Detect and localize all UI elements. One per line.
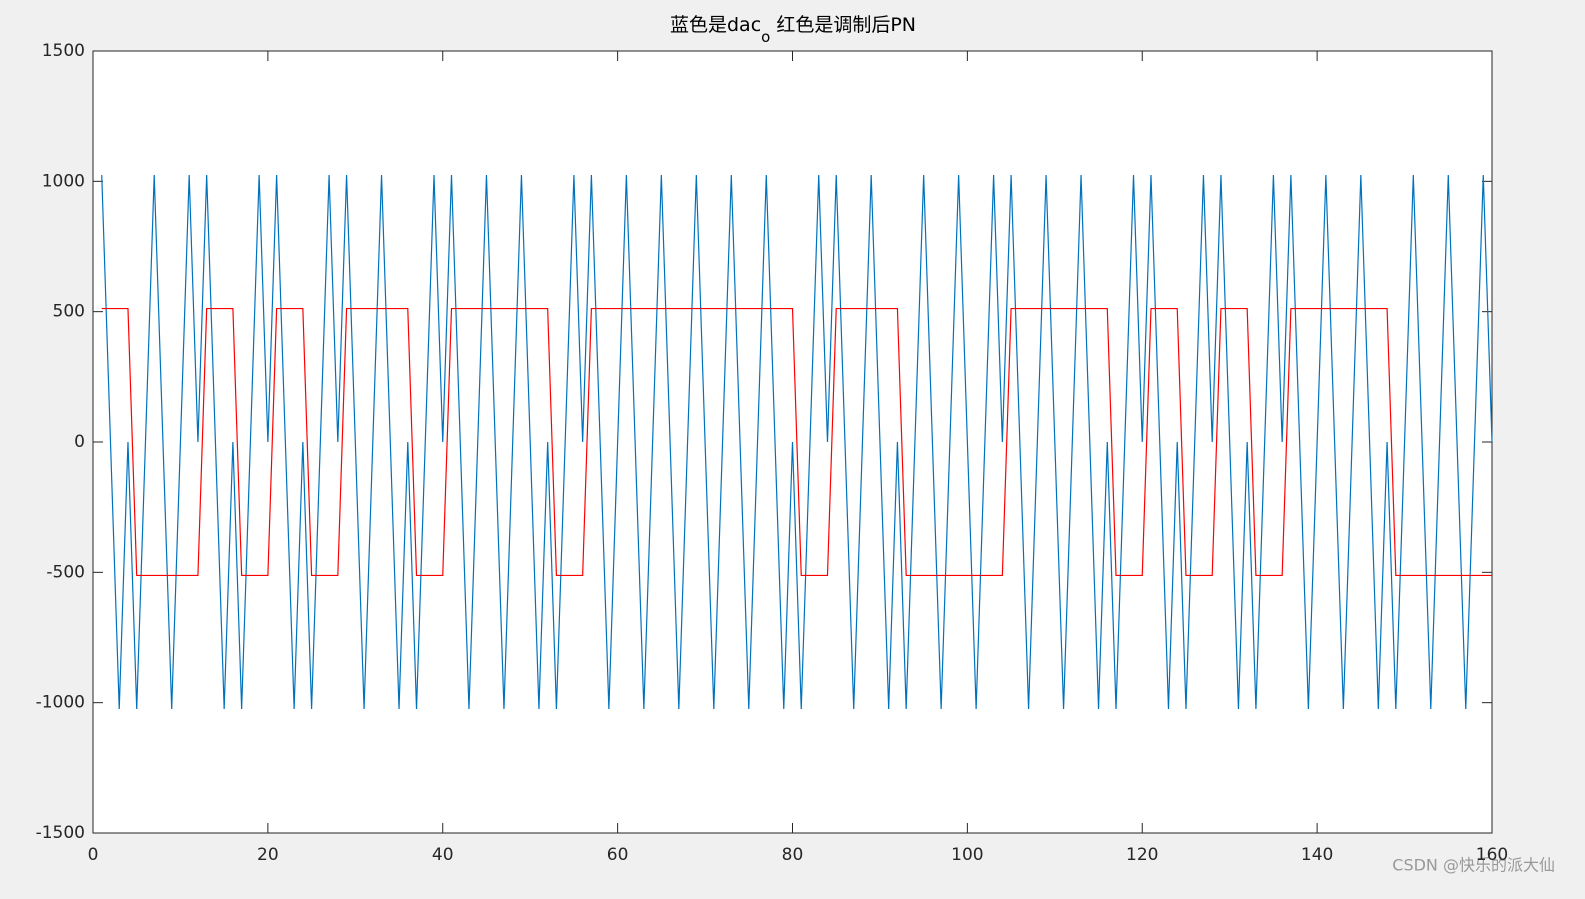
y-tick-label: -500 xyxy=(46,562,85,582)
x-tick-label: 100 xyxy=(951,845,983,865)
y-tick-label: 0 xyxy=(74,432,85,452)
x-tick-label: 80 xyxy=(782,845,804,865)
data-line xyxy=(101,307,1492,577)
x-tick-label: 0 xyxy=(88,845,99,865)
x-tick-label: 160 xyxy=(1476,845,1508,865)
chart-title: 蓝色是daco 红色是调制后PN xyxy=(670,14,916,46)
title-rest: 红色是调制后PN xyxy=(776,14,916,36)
y-tick-label: -1000 xyxy=(36,693,85,713)
title-subscript: o xyxy=(761,28,770,46)
y-tick-label: 1000 xyxy=(42,171,85,191)
x-tick-label: 140 xyxy=(1301,845,1333,865)
x-tick-label: 120 xyxy=(1126,845,1158,865)
title-main: 蓝色是dac xyxy=(670,14,761,36)
x-tick-label: 60 xyxy=(607,845,629,865)
x-tick-label: 40 xyxy=(432,845,454,865)
y-tick-label: 500 xyxy=(53,302,85,322)
watermark: CSDN @快乐的派大仙 xyxy=(1392,856,1555,875)
y-tick-label: -1500 xyxy=(36,823,85,843)
y-tick-label: 1500 xyxy=(42,41,85,61)
x-tick-label: 20 xyxy=(257,845,279,865)
